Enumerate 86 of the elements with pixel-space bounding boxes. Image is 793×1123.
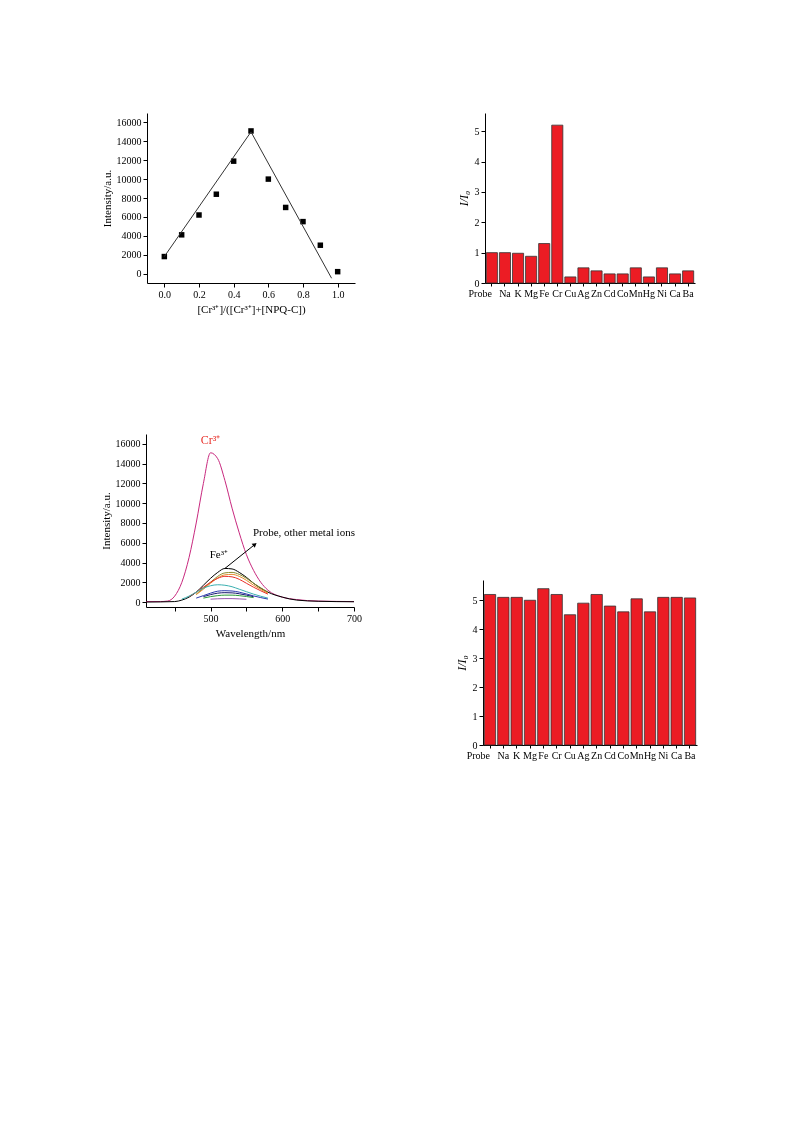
x-tick-label: Ni	[658, 749, 669, 761]
y-tick-label: 2000	[121, 249, 142, 261]
y-tick-label: 0	[472, 739, 478, 751]
x-tick-label: Mg	[523, 749, 537, 761]
x-tick-label: K	[513, 749, 522, 761]
x-tick-label: Na	[497, 749, 510, 761]
annotation: Cr³⁺	[200, 432, 221, 447]
y-tick-label: 0	[135, 596, 141, 608]
y-tick-label: 3	[474, 186, 480, 198]
x-tick-label: Fe	[539, 287, 550, 299]
x-tick-label: Cd	[604, 749, 616, 761]
y-tick-label: 4	[472, 623, 478, 635]
point	[265, 176, 272, 182]
x-tick-label: Ni	[656, 287, 668, 299]
y-tick-label: 0	[474, 277, 480, 289]
y-tick-label: 5	[472, 594, 478, 606]
y-tick-label: 4000	[121, 230, 142, 242]
y-tick-label: 12000	[116, 154, 142, 166]
x-tick-label: 700	[347, 612, 362, 624]
point	[213, 191, 220, 197]
x-axis-title: Wavelength/nm	[215, 626, 286, 639]
y-tick-label: 1	[474, 247, 480, 259]
y-tick-label: 4	[474, 156, 480, 168]
y-tick-label: 12000	[115, 477, 141, 489]
x-tick-label: 600	[275, 612, 291, 624]
y-tick-label: 2000	[120, 576, 141, 588]
x-tick-label: 0.0	[158, 288, 172, 300]
y-tick-label: 6000	[120, 537, 141, 549]
x-tick-label: Probe	[466, 749, 491, 761]
y-tick-label: 8000	[120, 517, 141, 529]
y-axis-title: Intensity/a.u.	[99, 492, 112, 550]
x-tick-label: Cr	[552, 287, 563, 299]
x-tick-label: Ba	[684, 749, 697, 761]
x-tick-label: Hg	[643, 749, 657, 761]
x-tick-label: Ag	[577, 749, 590, 761]
x-tick-label: Na	[499, 287, 512, 299]
y-tick-label: 14000	[116, 135, 142, 147]
y-tick-label: 0	[136, 268, 142, 280]
y-tick-label: 2	[474, 216, 480, 228]
y-axis-title: I/I₀	[454, 655, 469, 672]
y-tick-label: 1	[472, 710, 478, 722]
x-tick-label: Ba	[682, 287, 695, 299]
point	[196, 212, 202, 218]
x-tick-label: Mn	[629, 749, 644, 761]
x-tick-label: Ca	[669, 287, 682, 299]
y-tick-label: 4000	[120, 557, 141, 569]
x-tick-label: Ca	[671, 749, 683, 761]
x-tick-label: 1.0	[331, 288, 345, 300]
y-axis-title: Intensity/a.u.	[100, 169, 113, 228]
x-tick-label: 0.8	[297, 288, 310, 300]
x-tick-label: Co	[616, 287, 629, 299]
x-tick-label: Mg	[524, 287, 539, 299]
x-tick-label: Fe	[538, 749, 549, 761]
x-tick-label: 0.6	[262, 288, 276, 300]
x-tick-label: 0.4	[227, 288, 241, 300]
x-tick-label: Cu	[564, 749, 576, 761]
y-tick-label: 3	[472, 652, 478, 664]
x-tick-label: Mn	[628, 287, 643, 299]
x-tick-label: 0.2	[193, 288, 206, 300]
y-tick-label: 10000	[116, 173, 142, 185]
x-tick-label: Zn	[591, 749, 603, 761]
y-axis-title: I/I₀	[456, 190, 471, 208]
x-tick-label: Ag	[577, 287, 590, 299]
y-tick-label: 2	[472, 681, 478, 693]
x-tick-label: Cu	[564, 287, 577, 299]
y-tick-label: 14000	[115, 458, 141, 470]
x-tick-label: Hg	[642, 287, 655, 299]
line-series	[195, 590, 269, 600]
y-tick-label: 10000	[115, 497, 141, 509]
y-tick-label: 5	[474, 125, 480, 137]
annotation: Fe³⁺	[209, 548, 229, 561]
x-axis-title: [Cr³⁺]/([Cr³⁺]+[NPQ-C])	[197, 302, 306, 316]
x-tick-label: 500	[203, 612, 219, 624]
y-tick-label: 16000	[116, 116, 142, 128]
x-tick-label: K	[514, 287, 523, 299]
y-tick-label: 8000	[121, 192, 142, 204]
annotation: Probe, other metal ions	[252, 526, 355, 539]
point	[317, 242, 324, 248]
x-tick-label: Co	[617, 749, 630, 761]
line-series	[181, 584, 269, 600]
y-tick-label: 16000	[115, 438, 141, 450]
x-tick-label: Zn	[590, 287, 603, 299]
x-tick-label: Probe	[468, 287, 493, 299]
y-tick-label: 6000	[121, 211, 142, 223]
x-tick-label: Cr	[551, 749, 563, 761]
x-tick-label: Cd	[603, 287, 616, 299]
